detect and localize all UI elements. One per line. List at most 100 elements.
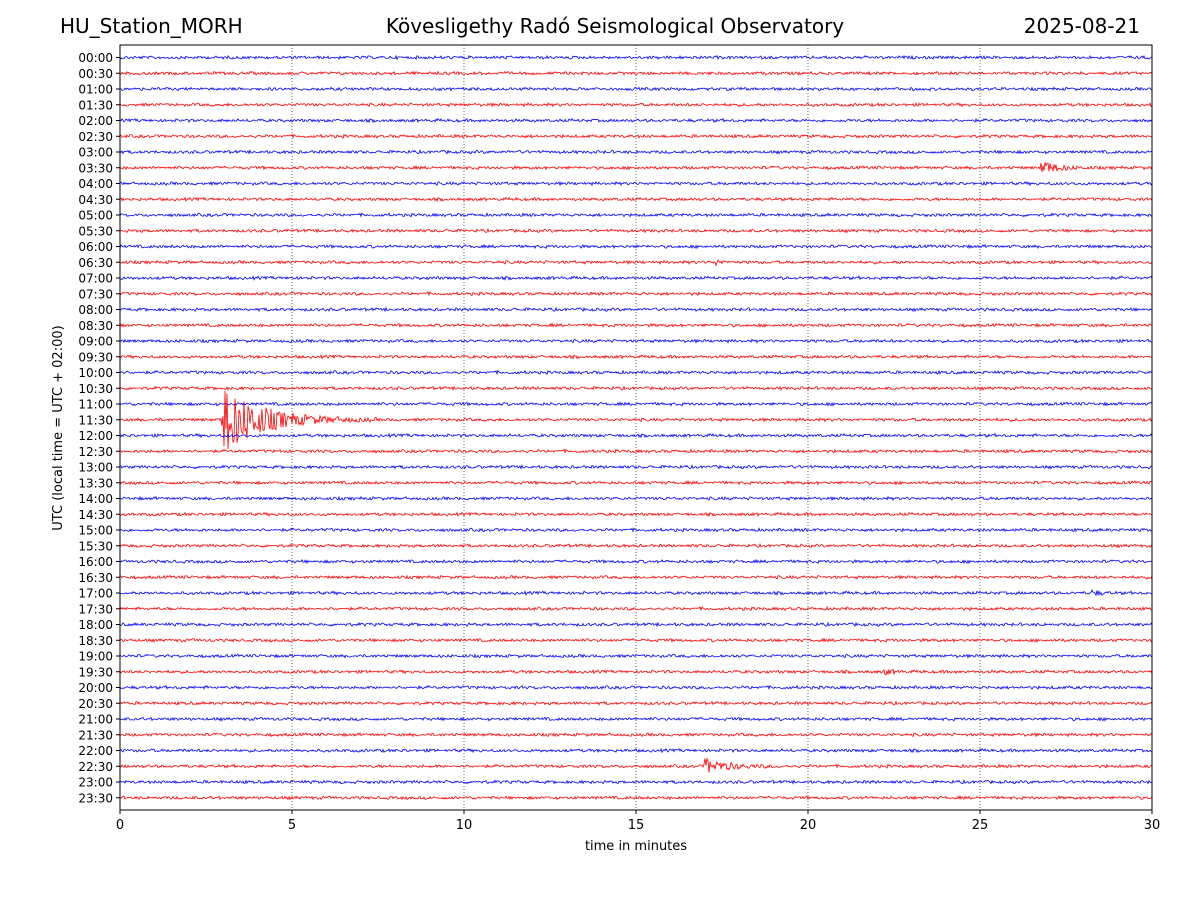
seismogram-trace: [119, 306, 1153, 313]
seismogram-trace: [119, 338, 1153, 344]
seismogram-trace: [119, 527, 1153, 533]
y-tick-label: 08:00: [78, 303, 113, 317]
seismogram-trace: [119, 290, 1153, 297]
seismogram-trace: [119, 149, 1153, 155]
record-date: 2025-08-21: [1023, 14, 1140, 38]
seismogram-trace: [120, 275, 1153, 281]
y-tick-label: 16:00: [78, 555, 113, 569]
seismogram-trace: [119, 390, 1153, 450]
seismogram-trace: [119, 574, 1153, 581]
seismogram-trace: [119, 700, 1153, 706]
seismogram-trace: [119, 542, 1153, 549]
seismogram-trace: [119, 653, 1153, 659]
y-tick-label: 18:00: [78, 618, 113, 632]
seismogram-trace: [119, 757, 1153, 773]
seismogram-trace: [119, 180, 1153, 187]
y-tick-label: 11:00: [78, 398, 113, 412]
grid-lines: [291, 45, 981, 810]
x-tick-label: 10: [456, 818, 473, 833]
y-tick-label: 15:30: [78, 539, 113, 553]
seismogram-trace: [119, 354, 1153, 360]
y-tick-label: 10:30: [78, 382, 113, 396]
seismogram-trace: [119, 432, 1153, 439]
seismogram-trace: [119, 70, 1153, 76]
seismogram-trace: [119, 495, 1153, 502]
seismogram-trace: [119, 794, 1153, 801]
seismogram-trace: [119, 716, 1153, 722]
seismogram-trace: [119, 54, 1153, 61]
x-axis-label: time in minutes: [585, 839, 687, 854]
y-tick-label: 00:00: [78, 51, 113, 65]
seismogram-trace: [119, 779, 1153, 785]
y-tick-label: 18:30: [78, 634, 113, 648]
seismogram-trace: [119, 227, 1153, 234]
seismogram-trace: [119, 162, 1153, 172]
x-tick-label: 25: [972, 818, 989, 833]
y-tick-label: 12:00: [78, 429, 113, 443]
y-tick-label: 01:00: [78, 83, 113, 97]
y-tick-label: 01:30: [78, 98, 113, 112]
y-tick-label: 22:30: [78, 760, 113, 774]
y-tick-label: 09:30: [78, 350, 113, 364]
seismogram-trace: [119, 637, 1153, 643]
y-tick-label: 14:00: [78, 492, 113, 506]
y-tick-label: 05:30: [78, 224, 113, 238]
y-tick-label: 02:00: [78, 114, 113, 128]
y-tick-label: 21:30: [78, 728, 113, 742]
seismogram-trace: [119, 102, 1153, 108]
y-tick-label: 19:00: [78, 650, 113, 664]
y-tick-label: 09:00: [78, 335, 113, 349]
y-tick-label: 14:30: [78, 508, 113, 522]
x-tick-label: 0: [116, 818, 124, 833]
x-tick-label: 20: [800, 818, 817, 833]
seismogram-trace: [119, 448, 1153, 454]
seismogram-trace: [119, 86, 1153, 92]
seismogram-trace: [119, 401, 1153, 407]
y-tick-label: 17:30: [78, 602, 113, 616]
x-tick-label: 15: [628, 818, 645, 833]
seismogram-trace: [119, 243, 1153, 250]
y-tick-label: 03:30: [78, 161, 113, 175]
y-tick-label: 10:00: [78, 366, 113, 380]
seismogram-trace: [119, 684, 1153, 691]
seismogram-trace: [119, 605, 1153, 612]
y-tick-label: 03:00: [78, 146, 113, 160]
y-tick-label: 08:30: [78, 319, 113, 333]
seismogram-trace: [119, 464, 1152, 470]
y-tick-label: 02:30: [78, 130, 113, 144]
y-tick-label: 05:00: [78, 209, 113, 223]
y-tick-label: 06:00: [78, 240, 113, 254]
seismogram-trace: [119, 558, 1153, 565]
seismogram-trace: [119, 385, 1153, 391]
seismogram-trace: [119, 117, 1153, 124]
seismogram-trace: [119, 747, 1153, 754]
y-tick-label: 15:00: [78, 524, 113, 538]
seismogram-traces: [119, 54, 1153, 801]
x-tick-label: 30: [1144, 818, 1161, 833]
y-tick-label: 00:30: [78, 67, 113, 81]
x-tick-label: 5: [288, 818, 296, 833]
observatory-title: Kövesligethy Radó Seismological Observat…: [385, 14, 845, 38]
y-tick-label: 11:30: [78, 413, 113, 427]
y-tick-label: 07:30: [78, 287, 113, 301]
y-tick-label: 13:30: [78, 476, 113, 490]
seismogram-trace: [119, 479, 1153, 486]
seismogram-trace: [119, 589, 1153, 597]
y-tick-label: 12:30: [78, 445, 113, 459]
seismogram-trace: [119, 259, 1153, 267]
y-tick-label: 06:30: [78, 256, 113, 270]
y-tick-label: 07:00: [78, 272, 113, 286]
y-tick-label: 16:30: [78, 571, 113, 585]
y-tick-label: 13:00: [78, 461, 113, 475]
seismogram-trace: [119, 511, 1153, 518]
y-tick-label: 20:00: [78, 681, 113, 695]
seismogram-trace: [119, 133, 1153, 139]
y-tick-label: 23:30: [78, 791, 113, 805]
y-tick-label: 23:00: [78, 776, 113, 790]
seismogram-trace: [119, 369, 1153, 376]
y-tick-label: 22:00: [78, 744, 113, 758]
y-tick-label: 20:30: [78, 697, 113, 711]
seismogram-trace: [119, 621, 1153, 628]
